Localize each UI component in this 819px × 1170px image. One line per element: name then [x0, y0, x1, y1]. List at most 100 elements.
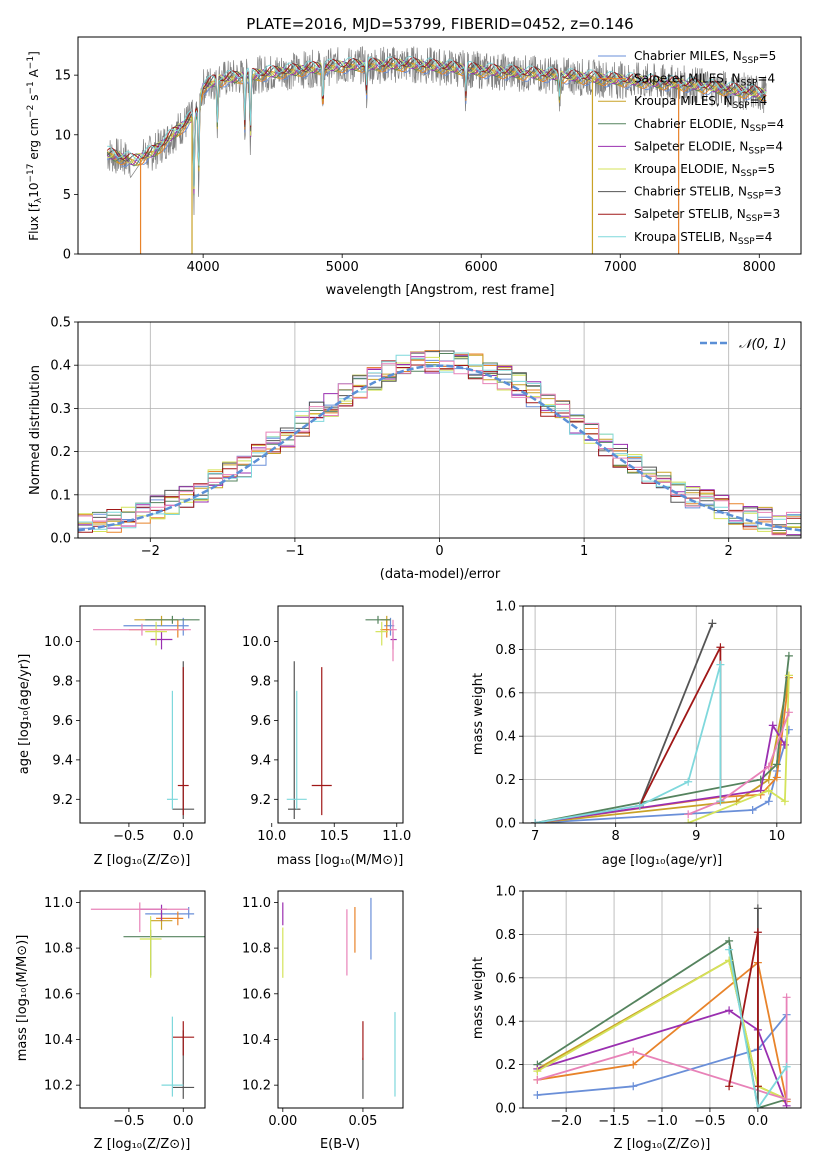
plot-area: [106, 46, 767, 254]
weight-marker: [684, 777, 693, 786]
weight-marker: [753, 1082, 762, 1091]
plot-area: [533, 904, 791, 1108]
weight-marker: [753, 904, 762, 913]
x-tick-label: 0.0: [748, 1114, 769, 1129]
wAge-xlabel: age [log₁₀(age/yr)]: [602, 853, 723, 868]
x-tick-label: 5000: [326, 260, 359, 275]
spectrum-ylabel: Flux [fλ10−17 erg cm−2 s−1 A−1]: [26, 51, 44, 241]
weight-marker: [780, 797, 789, 806]
weight-series-line: [687, 711, 790, 816]
residual-xlabel: (data-model)/error: [380, 567, 501, 582]
x-tick-label: 7: [531, 829, 539, 844]
y-tick-label: 5: [63, 188, 71, 203]
weight-marker: [716, 797, 725, 806]
y-tick-label: 10.2: [242, 1079, 271, 1094]
axes-frame: [77, 321, 802, 539]
x-tick-label: 9: [692, 829, 700, 844]
spectrum-panel: 4000 5000 6000 7000 8000 0 5 10 15: [54, 36, 802, 275]
legend-label: Salpeter MILES, NSSP=4: [634, 72, 775, 89]
y-tick-label: 0.8: [495, 928, 516, 943]
y-tick-label: 1.0: [495, 600, 516, 615]
x-tick-label: 4000: [187, 260, 220, 275]
weight-marker: [684, 810, 693, 819]
weight-marker: [772, 760, 781, 769]
weight-series-line: [638, 623, 714, 806]
residual-legend: 𝒩(0, 1): [700, 337, 786, 352]
axes-frame: [522, 890, 802, 1109]
y-tick-label: 0.6: [495, 971, 516, 986]
y-tick-label: 9.6: [52, 714, 73, 729]
plot-area: [90, 902, 205, 1099]
y-tick-label: 0.4: [495, 730, 516, 745]
weight-series-line: [534, 664, 722, 823]
y-tick-label: 0.6: [495, 686, 516, 701]
weight-series-line: [536, 959, 787, 1101]
y-tick-label: 10.6: [44, 987, 73, 1002]
mass-vs-Z-panel: −0.5 0.0 10.2 10.4 10.6 10.8 11.0: [44, 890, 206, 1129]
legend-label: Kroupa MILES, NSSP=4: [634, 94, 767, 111]
weight-series-line: [638, 646, 722, 807]
x-tick-label: 7000: [604, 260, 637, 275]
weight-marker: [725, 1006, 734, 1015]
x-tick-label: −1.5: [598, 1114, 630, 1129]
x-tick-label: 6000: [465, 260, 498, 275]
age-vs-Z-panel: −0.5 0.0 9.2 9.4 9.6 9.8 10.0: [44, 605, 206, 844]
weight-marker: [784, 671, 793, 680]
y-tick-label: 0.0: [495, 817, 516, 832]
x-tick-label: 11.0: [382, 829, 411, 844]
x-tick-label: −2.0: [550, 1114, 582, 1129]
residual-ylabel: Normed distribution: [28, 365, 43, 495]
weight-marker: [784, 725, 793, 734]
weight-vs-age-panel: 7 8 9 10 0.0 0.2 0.4 0.6 0.8 1.0: [495, 600, 802, 844]
weight-marker: [533, 1090, 542, 1099]
weight-marker: [725, 945, 734, 954]
x-tick-label: −0.5: [113, 1114, 145, 1129]
weight-marker: [753, 1104, 762, 1108]
weight-marker: [533, 1067, 542, 1076]
legend-label: Kroupa STELIB, NSSP=4: [634, 230, 772, 247]
weight-marker: [780, 740, 789, 749]
y-tick-label: 9.4: [52, 753, 73, 768]
weight-marker: [725, 1082, 734, 1091]
weight-marker: [629, 1047, 638, 1056]
y-tick-label: 10.4: [44, 1033, 73, 1048]
y-tick-label: 9.4: [250, 753, 271, 768]
y-tick-label: 0.4: [495, 1015, 516, 1030]
y-tick-label: 0.0: [495, 1102, 516, 1117]
x-tick-label: −1.0: [646, 1114, 678, 1129]
x-tick-label: 10.0: [257, 829, 286, 844]
wAge-ylabel: mass weight: [471, 673, 486, 755]
weight-marker: [629, 1060, 638, 1069]
x-tick-label: 0.05: [348, 1114, 377, 1129]
weight-marker: [768, 721, 777, 730]
weight-series-line: [728, 949, 788, 1108]
x-tick-label: 0.00: [268, 1114, 297, 1129]
wZ-ylabel: mass weight: [471, 957, 486, 1039]
legend-label: Chabrier MILES, NSSP=5: [634, 49, 776, 66]
x-tick-label: 10.5: [320, 829, 349, 844]
plot-area: [531, 619, 793, 823]
normal-curve: [78, 364, 801, 532]
y-tick-label: 0.1: [50, 488, 71, 503]
y-tick-label: 0.4: [50, 359, 71, 374]
x-tick-label: 0.0: [173, 1114, 194, 1129]
y-tick-label: 10.0: [44, 635, 73, 650]
x-tick-label: 8000: [743, 260, 776, 275]
y-tick-label: 9.8: [250, 674, 271, 689]
x-tick-label: 2: [725, 544, 733, 559]
residual-panel: −2 −1 0 1 2 0.0 0.1 0.2 0.3 0.4 0.5: [50, 316, 802, 559]
weight-marker: [764, 797, 773, 806]
y-tick-label: 0.2: [495, 1058, 516, 1073]
y-tick-label: 9.2: [52, 793, 73, 808]
y-tick-label: 9.6: [250, 714, 271, 729]
y-tick-label: 15: [54, 69, 71, 84]
axes-frame: [522, 605, 802, 824]
weight-marker: [784, 708, 793, 717]
weight-marker: [772, 773, 781, 782]
weight-marker: [716, 660, 725, 669]
weight-series-line: [535, 675, 790, 823]
plot-area: [93, 615, 200, 820]
y-tick-label: 10.0: [242, 635, 271, 650]
y-tick-label: 11.0: [44, 896, 73, 911]
